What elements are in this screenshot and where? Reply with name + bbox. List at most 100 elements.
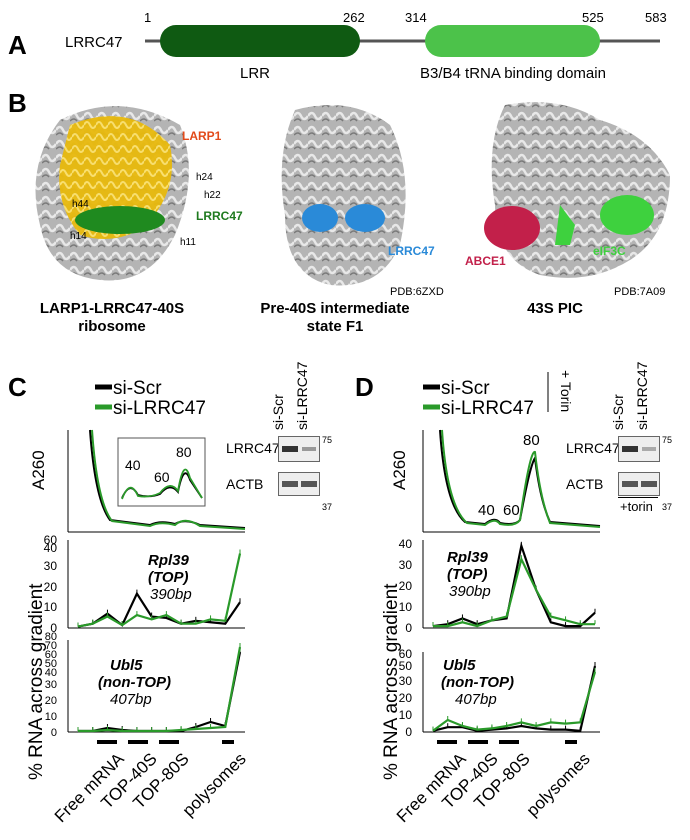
c-ubl5-line-scr [78, 651, 242, 733]
blot-d-lane-scr: si-Scr [610, 394, 626, 430]
eif3c-label: eIF3C [593, 244, 626, 258]
legend-d-lrrc47: si-LRRC47 [441, 398, 534, 419]
d-peak-80: 80 [523, 432, 540, 449]
blot-d-band-box-1 [618, 436, 660, 462]
d-bar-top-40s [468, 740, 488, 744]
torin-label: + Torin [558, 370, 574, 412]
panel-d-figure: si-Scr si-LRRC47 + Torin A260 40 60 80 %… [381, 370, 601, 826]
c-ubl5-size: 407bp [110, 691, 152, 708]
d-rpl39-class: (TOP) [447, 566, 488, 583]
c-rpl39-line-lrrc47 [77, 553, 242, 628]
blot-d-row-actb: ACTB [566, 476, 604, 492]
western-blot-c: si-Scr si-LRRC47 LRRC47 ACTB 75 37 [222, 362, 352, 523]
lrr-label: LRR [240, 65, 270, 82]
d-ubl5-line-lrrc47 [432, 671, 597, 732]
h11-label: h11 [180, 237, 196, 248]
pos-583: 583 [645, 10, 667, 25]
blot-c-marker-75: 75 [322, 435, 333, 445]
a260-label: A260 [29, 450, 48, 490]
h22-label: h22 [204, 190, 221, 201]
d-ubl5-line-scr [432, 665, 597, 732]
peak-60: 60 [154, 469, 170, 485]
c-rpl39-class: (TOP) [148, 569, 189, 586]
lrrc47-blue-label: LRRC47 [388, 244, 435, 258]
svg-text:20: 20 [399, 579, 413, 593]
blot-c-band-box-1 [278, 436, 320, 462]
svg-text:40: 40 [44, 541, 58, 555]
structure-43s-pic [484, 102, 670, 278]
svg-text:10: 10 [45, 711, 57, 723]
blot-c-row-actb: ACTB [226, 476, 264, 492]
svg-text:10: 10 [399, 708, 413, 722]
panel-a-domain-diagram: LRRC47 1 262 314 525 583 LRR B3/B4 tRNA … [65, 10, 667, 82]
d-rpl39-size: 390bp [449, 583, 491, 600]
pos-262: 262 [343, 10, 365, 25]
panel-b-structures: LARP1 h24 h22 h44 LRRC47 h14 h11 LRRC47 … [35, 102, 670, 298]
blot-c-row-lrrc47: LRRC47 [226, 440, 280, 456]
panel-b-label: B [8, 88, 27, 118]
blot-d-marker-75: 75 [662, 435, 673, 445]
svg-text:0: 0 [50, 621, 57, 635]
ylabel: % RNA across gradient [26, 583, 47, 780]
b3b4-label: B3/B4 tRNA binding domain [420, 65, 606, 82]
svg-text:20: 20 [399, 691, 413, 705]
peak-80: 80 [176, 444, 192, 460]
svg-text:10: 10 [44, 600, 58, 614]
b3b4-domain [425, 25, 600, 57]
svg-text:30: 30 [399, 558, 413, 572]
svg-text:30: 30 [44, 559, 58, 573]
a260-inset [117, 437, 206, 507]
d-ylabel: % RNA across gradient [381, 583, 402, 780]
svg-text:0: 0 [51, 727, 57, 739]
svg-text:70: 70 [45, 640, 57, 652]
legend-d-scr: si-Scr [441, 378, 490, 399]
blot-d-lane-lrrc47: si-LRRC47 [634, 361, 650, 430]
peak-40: 40 [125, 457, 141, 473]
d-rpl39-line-lrrc47 [433, 556, 595, 628]
panel-c-label: C [8, 372, 27, 402]
caption-structure-3: 43S PIC [527, 300, 583, 317]
d-rpl39-gene: Rpl39 [447, 549, 489, 566]
svg-text:60: 60 [45, 649, 57, 661]
d-rpl39-line-scr [432, 541, 596, 628]
c-rpl39-size: 390bp [150, 586, 192, 603]
svg-text:50: 50 [45, 658, 57, 670]
blot-c-lane-scr: si-Scr [270, 394, 286, 430]
d-xcat-polysomes: polysomes [523, 749, 594, 820]
d-a260-label: A260 [390, 450, 409, 490]
d-ubl5-class: (non-TOP) [441, 674, 514, 691]
svg-text:40: 40 [45, 667, 57, 679]
western-blot-d: si-Scr si-LRRC47 LRRC47 ACTB +torin 75 3… [562, 362, 690, 533]
svg-text:0: 0 [405, 621, 412, 635]
structure-pre40s [281, 105, 406, 286]
h24-label: h24 [196, 172, 213, 183]
pos-314: 314 [405, 10, 427, 25]
d-ubl5-gene: Ubl5 [443, 657, 476, 674]
lrr-domain [160, 25, 360, 57]
svg-text:20: 20 [45, 695, 57, 707]
d-peak-40: 40 [478, 502, 495, 519]
caption-structure-2: Pre-40S intermediate state F1 [260, 300, 410, 335]
caption-structure-1: LARP1-LRRC47-40S ribosome [39, 300, 185, 335]
panel-a-label: A [8, 30, 27, 60]
panel-c-figure: si-Scr si-LRRC47 A260 40 60 80 % RNA acr… [26, 378, 250, 826]
legend-lrrc47: si-LRRC47 [113, 398, 206, 419]
c-ubl5-gene: Ubl5 [110, 657, 143, 674]
bar-top-40s [128, 740, 148, 744]
blot-d-row-lrrc47: LRRC47 [566, 440, 620, 456]
h14-label: h14 [70, 231, 87, 242]
abce1-label: ABCE1 [465, 254, 506, 268]
chart-d-rpl39 [422, 540, 600, 629]
blot-c-band-box-2 [278, 472, 320, 496]
chart-c-ubl5 [67, 640, 245, 733]
svg-text:30: 30 [399, 674, 413, 688]
chart-c-rpl39 [67, 540, 245, 629]
blot-c-marker-37: 37 [322, 502, 333, 512]
c-ubl5-class: (non-TOP) [98, 674, 171, 691]
blot-d-torin-note: +torin [620, 499, 653, 514]
svg-text:10: 10 [399, 600, 413, 614]
a260-trace-lrrc47 [91, 429, 246, 530]
pdb-7a09: PDB:7A09 [614, 286, 665, 298]
bar-top-80s [159, 740, 179, 744]
svg-text:60: 60 [44, 533, 58, 547]
